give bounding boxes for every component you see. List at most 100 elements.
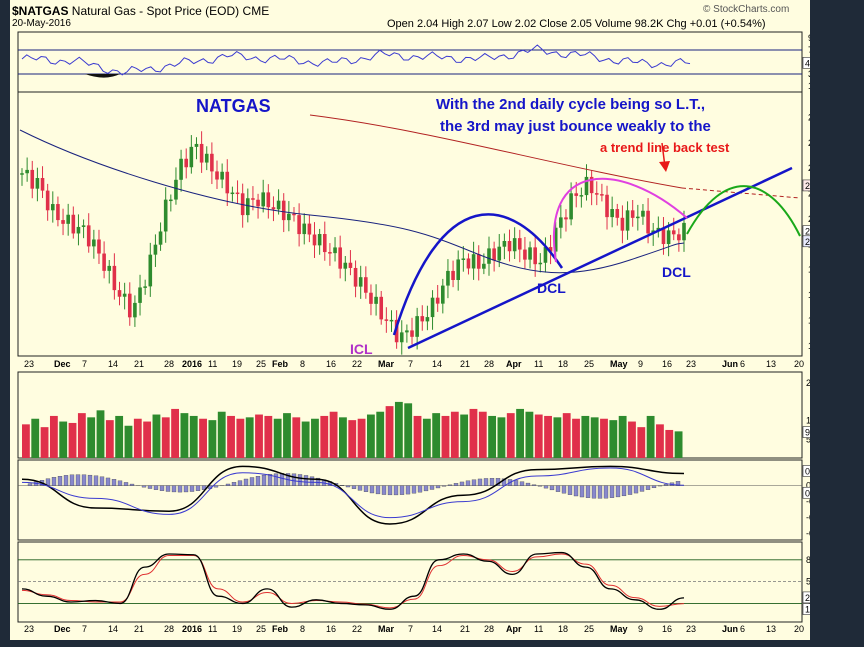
macd-histogram-bar xyxy=(549,485,555,491)
candle-body xyxy=(163,199,168,232)
stoch-x-label: 19 xyxy=(232,624,242,634)
price-x-label: Jun xyxy=(722,359,738,369)
macd-histogram-bar xyxy=(471,479,477,486)
macd-histogram-bar xyxy=(105,477,111,486)
volume-bar xyxy=(525,411,534,458)
dcl-label-2: DCL xyxy=(662,264,691,280)
volume-bar xyxy=(77,413,86,458)
volume-bar xyxy=(534,414,543,458)
volume-bar xyxy=(339,417,347,458)
cycle-arc-2 xyxy=(553,177,688,263)
volume-bar xyxy=(628,421,636,458)
stoch-x-label: 28 xyxy=(484,624,494,634)
candle-body xyxy=(312,234,317,246)
candle-body xyxy=(292,213,296,216)
macd-histogram-bar xyxy=(291,473,297,486)
volume-bar xyxy=(460,414,469,458)
macd-histogram-bar xyxy=(243,478,249,486)
volume-bar xyxy=(376,411,385,458)
ma-short-line xyxy=(19,129,685,274)
macd-histogram-bar xyxy=(609,485,615,498)
candle-body xyxy=(76,226,81,234)
stoch-x-label: 7 xyxy=(408,624,413,634)
rsi-line xyxy=(21,44,691,76)
macd-histogram-bar xyxy=(129,483,135,486)
volume-bar xyxy=(600,418,608,458)
candle-body xyxy=(40,178,45,191)
note-line-3: a trend line back test xyxy=(600,140,730,155)
macd-histogram-bar xyxy=(513,480,519,486)
volume-bar xyxy=(143,421,152,458)
price-tick-label: 2.3 xyxy=(808,163,810,173)
volume-bar xyxy=(152,414,161,458)
candle-body xyxy=(102,253,106,271)
candle-body xyxy=(215,171,219,180)
volume-bar xyxy=(49,415,58,458)
macd-histogram-bar xyxy=(363,485,369,492)
price-tag-long-ma: 2.23 xyxy=(805,181,810,191)
candle-body xyxy=(256,199,260,207)
macd-histogram-bar xyxy=(249,477,255,486)
symbol: $NATGAS xyxy=(12,4,69,18)
macd-histogram-bar xyxy=(447,484,453,486)
price-x-label: 23 xyxy=(686,359,696,369)
candle-body xyxy=(625,210,630,231)
macd-histogram-bar xyxy=(561,485,567,494)
macd-last-value-box xyxy=(802,465,810,477)
price-tag-long-ma-box xyxy=(802,179,810,192)
volume-tick-label: 100K xyxy=(806,416,810,426)
price-x-label: 7 xyxy=(408,359,413,369)
candle-body xyxy=(333,247,337,254)
macd-histogram-bar xyxy=(531,484,537,486)
macd-histogram-bar xyxy=(369,485,375,494)
candle-body xyxy=(107,265,112,271)
candle-body xyxy=(507,240,512,252)
volume-bar xyxy=(87,417,96,458)
price-x-label: 14 xyxy=(108,359,118,369)
macd-histogram-bar xyxy=(189,485,195,492)
candle-body xyxy=(553,227,558,252)
macd-histogram-bar xyxy=(633,485,639,494)
macd-histogram-bar xyxy=(357,485,363,491)
price-tag-short-ma-box xyxy=(802,235,810,248)
candle-body xyxy=(179,158,183,180)
candle-body xyxy=(548,247,553,252)
volume-bar xyxy=(562,413,571,458)
volume-bar xyxy=(273,418,282,458)
candle-body xyxy=(492,248,496,261)
macd-histogram-bar xyxy=(441,485,447,487)
stoch-x-label: 11 xyxy=(208,624,217,634)
candle-body xyxy=(56,204,60,221)
volume-bar xyxy=(133,418,142,458)
cycle-arc-1 xyxy=(392,213,564,336)
macd-histogram-bar xyxy=(303,475,309,486)
candle-body xyxy=(230,192,235,195)
volume-bar xyxy=(497,417,506,458)
candle-body xyxy=(281,200,286,221)
candle-body xyxy=(66,214,70,224)
volume-bar xyxy=(208,420,217,458)
stoch-d-last-value: 19.81 xyxy=(805,605,810,615)
candle-body xyxy=(127,293,132,318)
volume-bar xyxy=(320,415,329,458)
volume-bar xyxy=(311,418,319,458)
stoch-d-last-value-box xyxy=(802,603,810,615)
volume-bar xyxy=(68,422,77,458)
price-tag-short-ma: 2.01 xyxy=(805,237,810,247)
price-x-label: May xyxy=(610,359,628,369)
macd-histogram-bar xyxy=(153,485,159,490)
candle-body xyxy=(143,286,147,288)
volume-bar xyxy=(59,421,68,458)
candle-body xyxy=(117,290,122,297)
macd-histogram-bar xyxy=(651,485,657,489)
volume-bar xyxy=(422,418,431,458)
volume-bar xyxy=(180,413,189,458)
candle-body xyxy=(35,178,40,189)
stoch-k-line xyxy=(21,551,685,610)
candle-body xyxy=(420,316,425,322)
volume-bar xyxy=(488,415,497,458)
volume-bar xyxy=(264,415,273,458)
price-x-label: 9 xyxy=(638,359,643,369)
macd-histogram-bar xyxy=(621,485,627,497)
candle-body xyxy=(302,223,307,235)
